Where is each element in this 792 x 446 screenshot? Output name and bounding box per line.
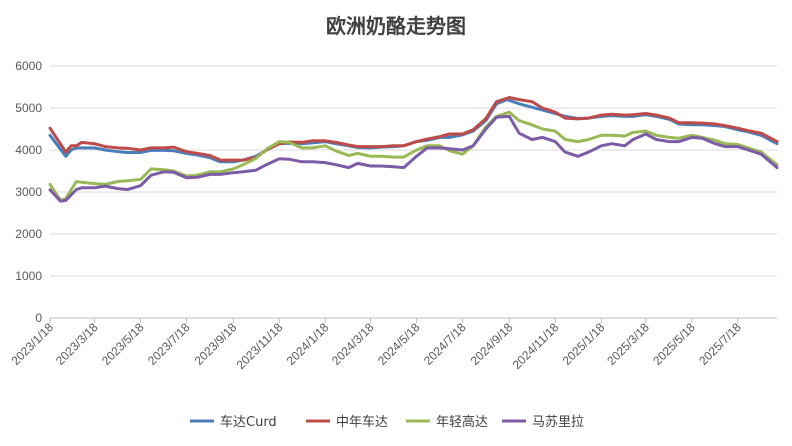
- legend: 车达Curd 中年车达 年轻高达 马苏里拉: [190, 414, 584, 430]
- y-tick-label: 6000: [15, 59, 42, 73]
- x-tick-label: 2023/1/18: [8, 320, 56, 368]
- x-tick-label: 2023/7/18: [145, 320, 193, 368]
- x-tick-label: 2024/5/18: [375, 320, 423, 368]
- x-tick-label: 2024/9/18: [468, 320, 516, 368]
- x-tick-label: 2024/11/18: [510, 320, 562, 372]
- x-tick-label: 2025/7/18: [696, 320, 744, 368]
- x-tick-label: 2024/3/18: [329, 320, 377, 368]
- y-tick-label: 3000: [15, 185, 42, 199]
- legend-label: 车达Curd: [220, 414, 277, 430]
- y-axis-ticks: 0 1000 2000 3000 4000 5000 6000: [15, 59, 42, 325]
- y-tick-label: 0: [35, 311, 42, 325]
- y-tick-label: 5000: [15, 101, 42, 115]
- x-tick-label: 2023/5/18: [99, 320, 147, 368]
- x-tick-label: 2023/9/18: [192, 320, 240, 368]
- x-tick-label: 2023/3/18: [53, 320, 101, 368]
- x-tick-label: 2025/5/18: [650, 320, 698, 368]
- legend-label: 马苏里拉: [532, 414, 584, 430]
- y-tick-label: 2000: [15, 227, 42, 241]
- series-line: [48, 110, 779, 202]
- legend-label: 年轻高达: [436, 414, 488, 430]
- legend-label: 中年车达: [336, 414, 388, 430]
- y-tick-label: 4000: [15, 143, 42, 157]
- series-line: [48, 96, 779, 162]
- x-tick-label: 2025/1/18: [560, 320, 608, 368]
- series-line: [48, 114, 779, 203]
- grid-lines: [50, 65, 777, 319]
- x-tick-label: 2024/7/18: [421, 320, 469, 368]
- y-tick-label: 1000: [15, 269, 42, 283]
- x-tick-label: 2023/11/18: [234, 320, 286, 372]
- x-tick-label: 2025/3/18: [604, 320, 652, 368]
- series-lines: [48, 96, 779, 203]
- chart-title: 欧洲奶酪走势图: [326, 14, 466, 38]
- x-tick-label: 2024/1/18: [284, 320, 332, 368]
